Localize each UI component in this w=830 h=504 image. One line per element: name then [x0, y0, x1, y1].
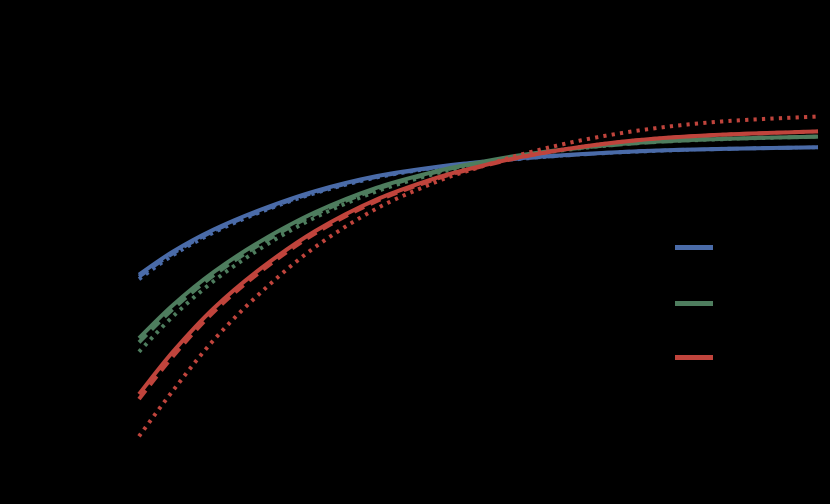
series-line-blue-dotted [137, 145, 819, 281]
legend-swatch-green [675, 300, 713, 306]
series-group [137, 114, 819, 438]
legend-entry-1[interactable] [675, 240, 721, 254]
legend-swatch-red [675, 354, 713, 360]
series-line-green-dashed [137, 134, 819, 344]
legend-entry-2[interactable] [675, 296, 721, 310]
chart-legend [675, 232, 825, 372]
legend-entry-3[interactable] [675, 350, 721, 364]
series-line-red-dashed [137, 129, 819, 401]
series-line-green-dotted [137, 134, 819, 354]
legend-swatch-blue [675, 244, 713, 250]
